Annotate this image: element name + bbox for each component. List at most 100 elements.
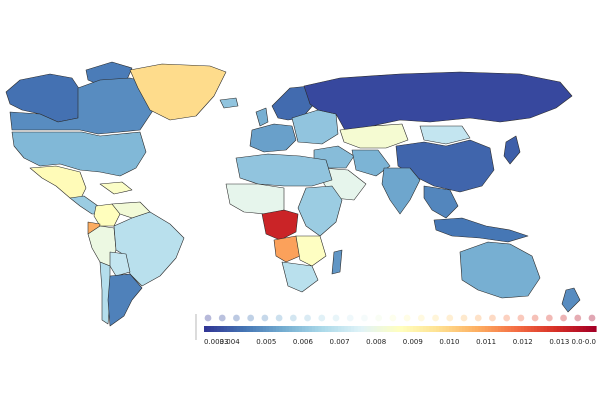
colorbar-segment — [220, 326, 225, 332]
colorbar-segment — [592, 326, 597, 332]
region-mexico[interactable] — [29, 165, 87, 201]
region-southern-africa[interactable] — [295, 235, 327, 267]
region-australia[interactable] — [459, 241, 541, 299]
colorbar-segment — [416, 326, 421, 332]
region-iceland[interactable] — [219, 97, 239, 109]
colorbar-segment — [400, 326, 404, 332]
colorbar-segment — [262, 326, 267, 332]
colorbar-dot — [432, 314, 439, 322]
region-new-zealand[interactable] — [561, 287, 581, 313]
colorbar-dot — [531, 314, 539, 322]
region-japan[interactable] — [503, 135, 521, 165]
region-caribbean[interactable] — [99, 181, 133, 195]
region-russia[interactable] — [303, 71, 573, 133]
region-western-europe[interactable] — [249, 123, 297, 153]
colorbar-segment — [471, 326, 476, 332]
colorbar-segment — [429, 326, 434, 332]
colorbar-segment — [341, 326, 346, 332]
colorbar-segment — [272, 326, 277, 332]
colorbar-segment — [370, 326, 375, 332]
colorbar-dot — [545, 314, 553, 322]
colorbar-segment — [586, 326, 591, 332]
colorbar-tick-label: 0.005 — [256, 338, 276, 346]
colorbar-dot — [332, 314, 340, 322]
region-madagascar[interactable] — [331, 249, 343, 275]
region-east-africa[interactable] — [297, 185, 343, 237]
region-indonesia[interactable] — [433, 217, 529, 243]
colorbar-segment — [377, 326, 381, 332]
colorbar-segment — [537, 326, 542, 332]
colorbar-dot — [517, 314, 525, 322]
colorbar-dot — [318, 314, 326, 322]
region-chile[interactable] — [99, 261, 111, 325]
colorbar-tick-label: 0.0033 — [204, 338, 229, 346]
colorbar-segment — [351, 326, 355, 332]
colorbar-segment — [204, 326, 208, 332]
colorbar-dot — [446, 314, 454, 322]
colorbar-segment — [481, 326, 486, 332]
region-north-africa[interactable] — [235, 153, 333, 187]
colorbar-segment — [563, 326, 568, 332]
colorbar-segment — [530, 326, 535, 332]
colorbar-segment — [285, 326, 290, 332]
colorbar-segment — [331, 326, 336, 332]
colorbar-segment — [354, 326, 359, 332]
colorbar-segment — [308, 326, 313, 332]
colorbar-segment — [282, 326, 287, 332]
colorbar-segment — [566, 326, 571, 332]
region-bolivia[interactable] — [109, 251, 131, 277]
colorbar-dots — [204, 314, 596, 322]
colorbar-segment — [582, 326, 587, 332]
colorbar-segment — [269, 326, 274, 332]
colorbar-dot — [403, 314, 411, 322]
colorbar-dot — [375, 314, 383, 322]
colorbar-segment — [504, 326, 509, 332]
region-kazakhstan[interactable] — [339, 123, 409, 149]
region-scandinavia[interactable] — [271, 85, 315, 121]
colorbar-tick-label: 0.0·0.0 — [572, 338, 597, 346]
colorbar-dot — [289, 314, 297, 322]
colorbar-segment — [478, 326, 483, 332]
colorbar-segment — [514, 326, 519, 332]
colorbar-dot — [261, 314, 269, 322]
colorbar-segment — [324, 326, 329, 332]
colorbar-segment — [207, 326, 212, 332]
region-united-kingdom[interactable] — [255, 107, 269, 127]
colorbar-segment — [390, 326, 395, 332]
colorbar-segment — [550, 326, 555, 332]
region-greenland[interactable] — [129, 63, 227, 121]
colorbar-tick-label: 0.011 — [476, 338, 496, 346]
colorbar-segment — [406, 326, 411, 332]
region-southeast-asia[interactable] — [423, 185, 459, 219]
colorbar-segment — [511, 326, 515, 332]
colorbar-segment — [233, 326, 238, 332]
colorbar-tick-label: 0.006 — [293, 338, 314, 346]
colorbar-tick-label: 0.013 — [549, 338, 569, 346]
colorbar-segment — [573, 326, 577, 332]
region-united-states[interactable] — [11, 131, 147, 177]
region-angola[interactable] — [273, 235, 301, 263]
colorbar-segment — [589, 326, 594, 332]
region-argentina[interactable] — [107, 273, 143, 327]
colorbar-segment — [579, 326, 584, 332]
colorbar-segment — [462, 326, 466, 332]
region-west-africa[interactable] — [225, 183, 285, 215]
colorbar-segment — [380, 326, 385, 332]
colorbar-segment — [246, 326, 251, 332]
colorbar-segment — [298, 326, 303, 332]
colorbar-segment — [403, 326, 408, 332]
colorbar-dot — [304, 314, 311, 322]
countries-layer — [5, 61, 581, 327]
colorbar-dot — [218, 314, 226, 322]
colorbar-dot — [503, 314, 511, 322]
region-india[interactable] — [381, 167, 421, 215]
region-central-africa[interactable] — [261, 209, 299, 241]
colorbar-segment — [419, 326, 424, 332]
region-south-africa[interactable] — [281, 261, 319, 293]
region-mongolia[interactable] — [419, 125, 471, 145]
colorbar-segment — [507, 326, 512, 332]
colorbar-segment — [318, 326, 323, 332]
region-iran[interactable] — [351, 149, 391, 177]
colorbar-segment — [337, 326, 342, 332]
